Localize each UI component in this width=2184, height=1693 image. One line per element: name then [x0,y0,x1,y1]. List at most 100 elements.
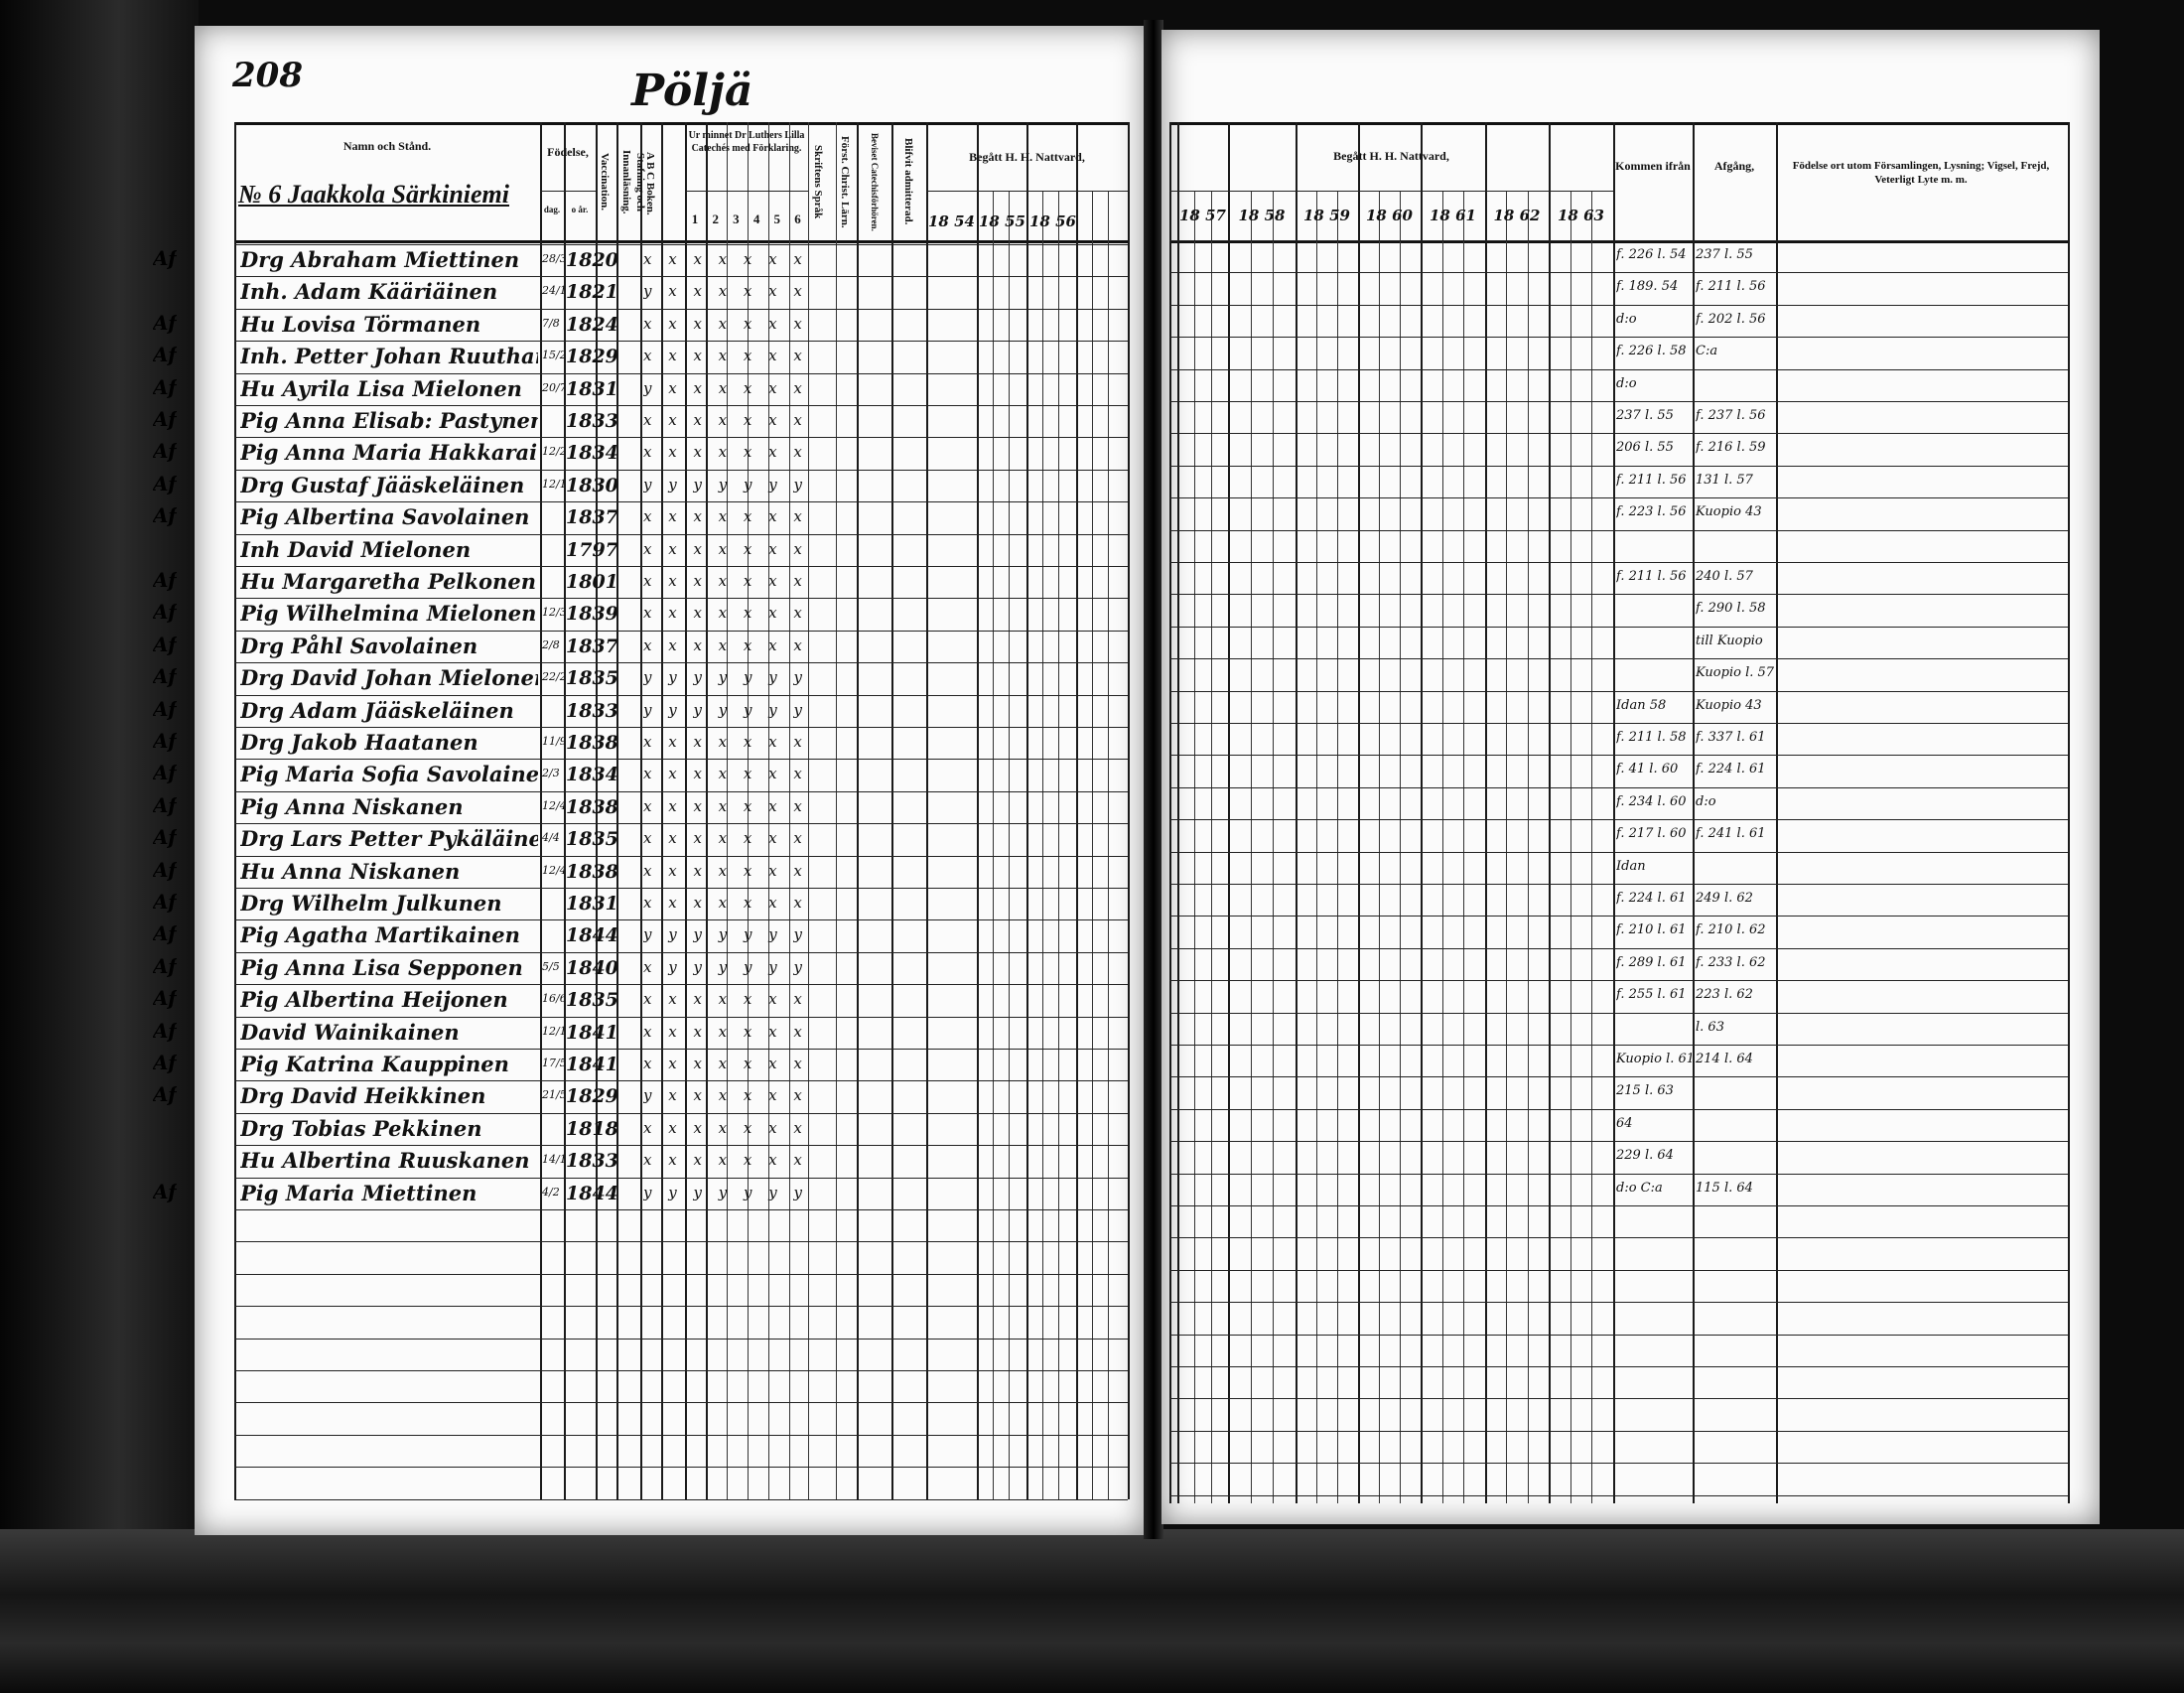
departure: 131 l. 57 [1696,472,1753,488]
column-line [1485,122,1487,1503]
column-line [1358,122,1360,1503]
table-row: f. 211 l. 56 131 l. 57 [1161,466,2100,497]
column-line [1570,191,1571,1503]
row-rule [1169,1012,2068,1014]
column-line [1194,191,1195,1503]
table-row: Af David Wainikainen 12/111841 x x x x x x … [153,1017,1146,1049]
catechism-marks: x y y y y y y [643,957,808,976]
row-rule [1169,1494,2068,1496]
margin-note: Af [153,1018,177,1043]
subheader-rule [1169,191,1613,192]
person-name: Inh. Petter Johan Ruuthanen [240,344,538,369]
catechism-marks: x x x x x x x [643,604,808,623]
margin-note: Af [153,1082,177,1107]
table-row: d:o f. 202 l. 56 [1161,305,2100,337]
person-name: Pig Wilhelmina Mielonen [240,601,537,627]
catechism-marks: y y y y y y y [643,925,808,944]
column-line [977,122,979,1499]
row-rule [1169,1141,2068,1143]
row-rule [1169,1334,2068,1336]
row-rule [1169,1237,2068,1239]
table-row: Kuopio l. 61 214 l. 64 [1161,1045,2100,1076]
table-row: f. 226 l. 58 C:a [1161,337,2100,368]
header-bottom-rule [234,240,1128,243]
catechism-marks: x x x x x x x [643,829,808,848]
catechism-marks: x x x x x x x [643,861,808,880]
column-line [768,122,769,1499]
row-rule [1169,1430,2068,1432]
header-communion: Begått H. H. Nattvard, [969,150,1085,164]
birth-day: 4/4 [542,831,560,845]
person-name: Drg David Johan Mielonen [240,665,538,691]
margin-note: Af [153,343,177,367]
came-from: d:o C:a [1616,1180,1663,1196]
margin-note: Af [153,1051,177,1074]
row-rule [1169,980,2068,982]
came-from: f. 223 l. 56 [1616,504,1687,520]
row-rule [1169,1366,2068,1367]
margin-note: Af [153,471,177,495]
person-name: Pig Anna Niskanen [240,793,464,819]
row-rule [234,1338,1128,1340]
header-birth-year: o år. [571,205,589,214]
birth-day: 21/5 [542,1088,564,1102]
row-rule [234,662,1128,664]
person-name: Drg Adam Jääskeläinen [240,697,514,723]
row-rule [1169,433,2068,435]
header-communion-year: 18 59 [1303,207,1350,224]
margin-note: Af [153,857,177,882]
row-rule [1169,497,2068,499]
row-rule [234,694,1128,696]
birth-year: 1835 [566,667,618,690]
column-line [1693,122,1695,1503]
birth-year: 1830 [566,474,618,496]
came-from: f. 211 l. 58 [1616,730,1687,745]
catechism-marks: y y y y y y y [643,668,808,687]
row-rule [234,1145,1128,1147]
row-rule [1169,723,2068,724]
catechism-marks: x x x x x x x [643,733,808,751]
header-departure: Afgång, [1713,159,1755,173]
departure: f. 210 l. 62 [1696,922,1766,938]
column-line [1009,191,1010,1499]
column-line [1463,191,1465,1503]
table-row: Af Inh. Petter Johan Ruuthanen 15/21829 x x… [153,341,1146,372]
column-line [808,122,809,1499]
departure: f. 290 l. 58 [1696,601,1766,617]
birth-year: 1844 [566,924,618,947]
row-rule [234,566,1128,567]
table-row: f. 217 l. 60 f. 241 l. 61 [1161,819,2100,851]
came-from: f. 289 l. 61 [1616,954,1687,970]
column-line [857,122,859,1499]
catechism-marks: x x x x x x x [643,572,808,590]
row-rule [234,1498,1128,1500]
table-row: Af Hu Lovisa Törmanen 7/8 1824 x x x x x x x [153,309,1146,341]
birth-year: 1834 [566,442,618,465]
margin-note: Af [153,825,177,850]
right-page: Begått H. H. Nattvard, 18 57 18 58 18 59 18 … [1161,30,2100,1524]
departure: f. 233 l. 62 [1696,954,1766,970]
table-row: f. 189. 54 f. 211 l. 56 [1161,272,2100,304]
departure: 115 l. 64 [1696,1180,1753,1196]
header-communion-year: 18 61 [1430,207,1476,224]
row-rule [234,1402,1128,1404]
table-row: Af Hu Ayrila Lisa Mielonen 20/71831 y x x x… [153,373,1146,405]
subheader-rule [685,191,808,192]
birth-year: 1834 [566,764,618,786]
column-line [1211,191,1212,1503]
departure: f. 202 l. 56 [1696,311,1766,327]
birth-day: 16/6 [542,992,564,1006]
table-row: Inh David Mielonen 1797 x x x x x x x [195,534,1146,566]
header-catechism-exam: Beviset Catechisförhören. [870,132,880,231]
departure: l. 63 [1696,1019,1724,1035]
table-top-rule [234,122,1128,125]
table-row: Af Hu Margaretha Pelkonen 1801 x x x x x x … [153,566,1146,598]
column-line [1128,122,1130,1499]
came-from: f. 226 l. 54 [1616,247,1687,262]
birth-year: 1829 [566,1085,618,1108]
margin-note: Af [153,890,177,914]
row-rule [1169,1463,2068,1465]
header-abc: A B C Boken. [644,152,656,215]
header-spelling: Stafning och Innanläsning. [620,149,646,214]
header-bottom-rule [1169,240,2068,243]
